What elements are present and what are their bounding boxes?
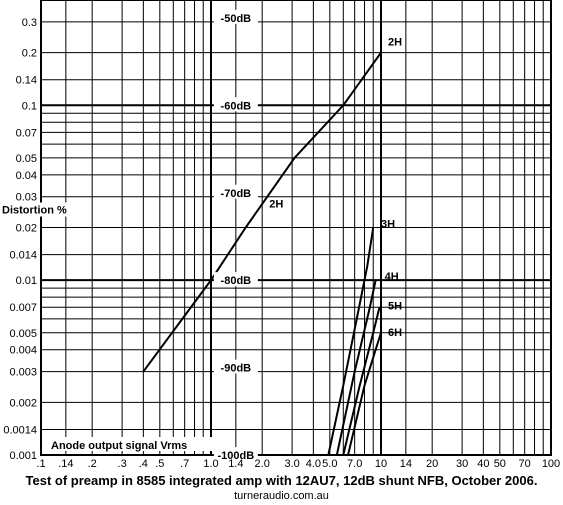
x-tick-label: 7.0 <box>347 458 362 470</box>
series-label-5H: 5H <box>388 300 402 312</box>
y-tick-label: 0.2 <box>22 48 37 60</box>
y-tick-label: 0.007 <box>9 302 37 314</box>
y-tick-label: 0.003 <box>9 367 37 379</box>
y-tick-label: 0.001 <box>9 450 37 462</box>
x-tick-label: 5.0 <box>322 458 337 470</box>
chart-caption: Test of preamp in 8585 integrated amp wi… <box>26 473 538 488</box>
distortion-chart: -50dB-60dB-70dB-80dB-90dB-100dB2H2H3H4H5… <box>0 0 563 505</box>
y-tick-label: 0.07 <box>16 127 37 139</box>
x-tick-label: 1.0 <box>203 458 218 470</box>
y-tick-label: 0.03 <box>16 192 37 204</box>
db-label: -70dB <box>221 188 252 200</box>
x-tick-label: 30 <box>456 458 468 470</box>
y-tick-label: 0.04 <box>16 170 37 182</box>
x-tick-label: .7 <box>180 458 189 470</box>
x-tick-label: 2.0 <box>255 458 270 470</box>
series-label-6H: 6H <box>388 327 402 339</box>
y-tick-label: 0.1 <box>22 100 37 112</box>
y-tick-label: 0.05 <box>16 153 37 165</box>
x-tick-label: .4 <box>139 458 148 470</box>
x-tick-label: 10 <box>375 458 387 470</box>
x-tick-label: 70 <box>519 458 531 470</box>
x-tick-label: 20 <box>426 458 438 470</box>
x-tick-label: .1 <box>36 458 45 470</box>
db-label: -90dB <box>221 363 252 375</box>
y-tick-label: 0.004 <box>9 345 37 357</box>
y-tick-label: 0.014 <box>9 250 37 262</box>
y-axis-title: Distortion % <box>2 205 67 217</box>
db-label: -50dB <box>221 13 252 25</box>
x-tick-label: 100 <box>542 458 560 470</box>
y-tick-label: 0.0014 <box>3 424 37 436</box>
x-tick-label: 14 <box>400 458 412 470</box>
x-tick-label: .5 <box>155 458 164 470</box>
series-label-2H: 2H <box>269 199 283 211</box>
y-tick-label: 0.01 <box>16 275 37 287</box>
x-axis-title: Anode output signal Vrms <box>51 440 187 452</box>
series-label-4H: 4H <box>385 271 399 283</box>
x-tick-label: 40 <box>477 458 489 470</box>
series-label-3H: 3H <box>381 219 395 231</box>
x-tick-label: .2 <box>88 458 97 470</box>
db-label: -60dB <box>221 100 252 112</box>
y-tick-label: 0.005 <box>9 328 37 340</box>
x-tick-label: .3 <box>118 458 127 470</box>
y-tick-label: 0.002 <box>9 397 37 409</box>
x-tick-label: 3.0 <box>284 458 299 470</box>
chart-subcaption: turneraudio.com.au <box>234 490 329 502</box>
y-tick-label: 0.02 <box>16 223 37 235</box>
db-label: -80dB <box>221 275 252 287</box>
y-tick-label: 0.3 <box>22 17 37 29</box>
series-label-2H: 2H <box>388 36 402 48</box>
x-tick-label: 4.0 <box>306 458 321 470</box>
x-tick-label: 50 <box>494 458 506 470</box>
x-tick-label: .14 <box>58 458 73 470</box>
y-tick-label: 0.14 <box>16 75 37 87</box>
x-tick-label: 1.4 <box>228 458 243 470</box>
